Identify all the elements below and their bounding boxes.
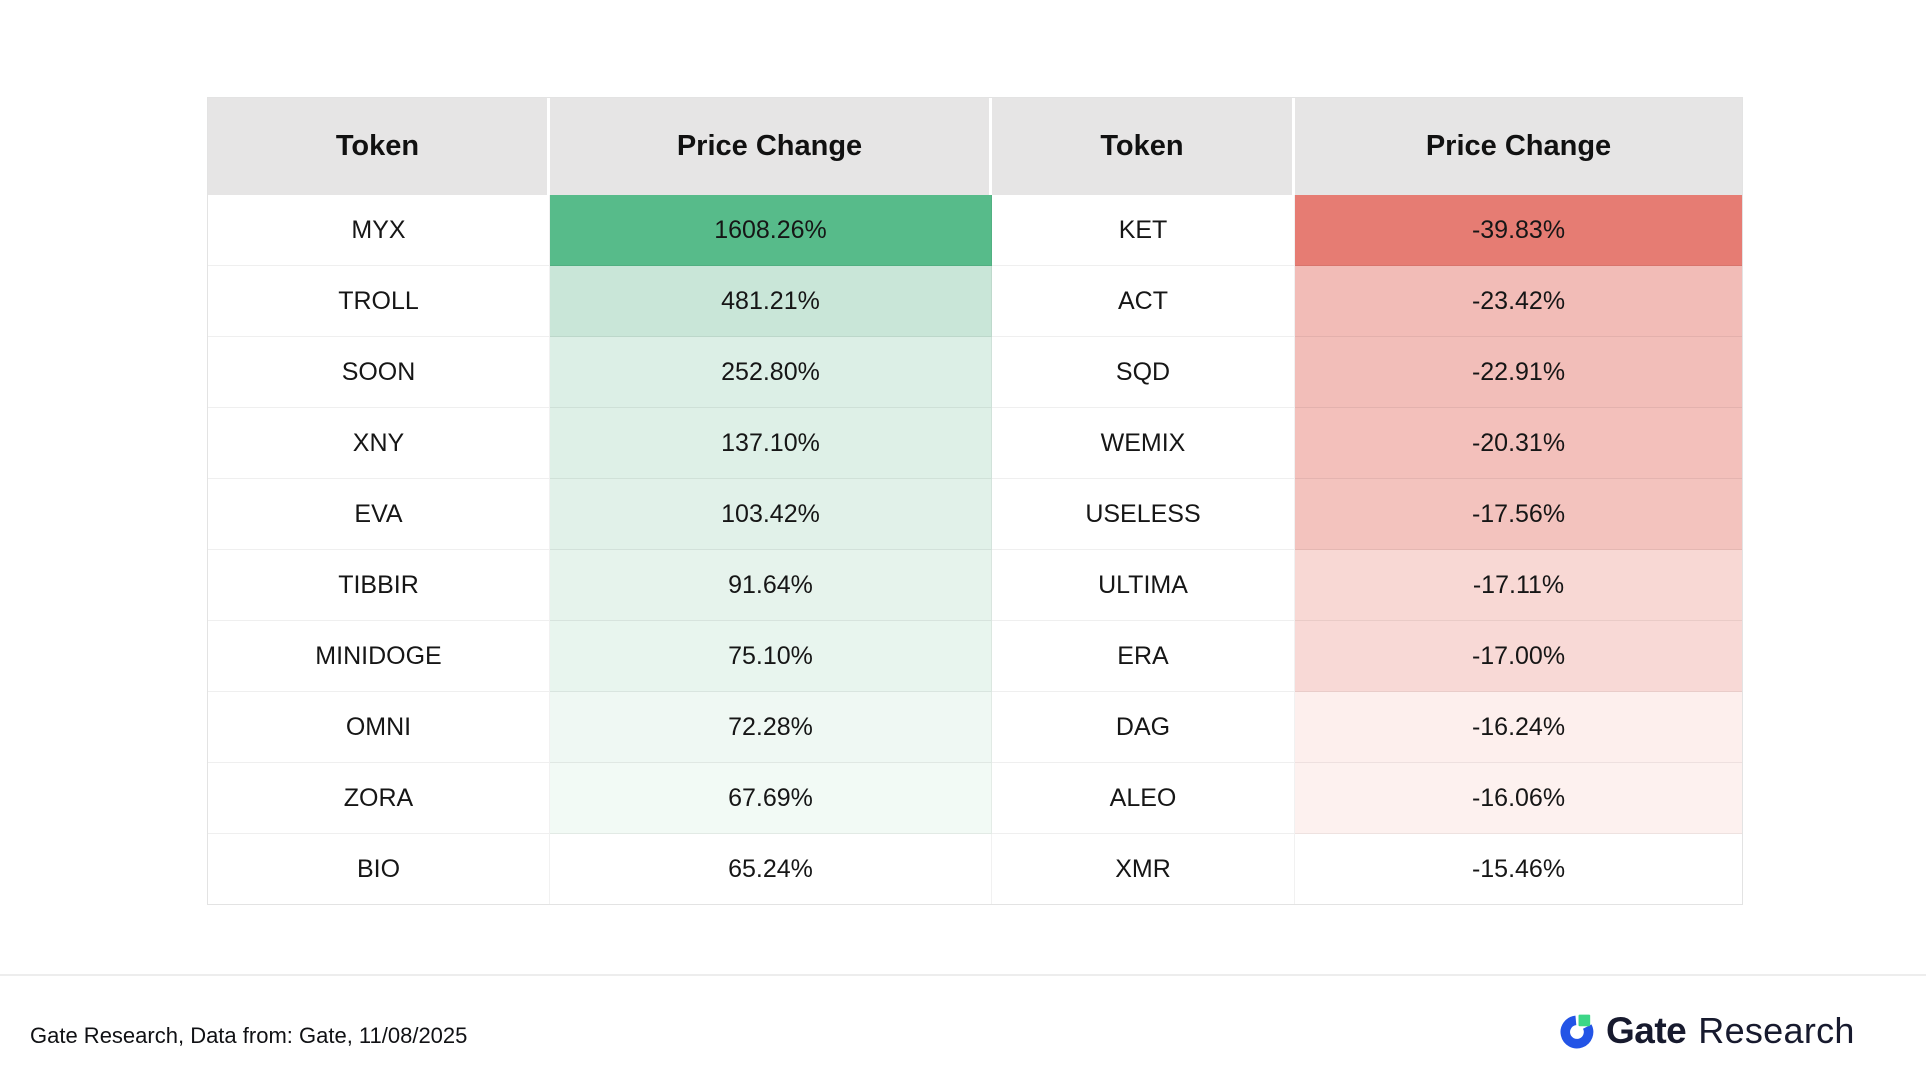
loser-token-cell: DAG (992, 692, 1295, 763)
gainer-change-cell: 1608.26% (550, 195, 992, 266)
loser-change-cell: -17.11% (1295, 550, 1742, 621)
loser-change-cell: -39.83% (1295, 195, 1742, 266)
gainer-token-cell: OMNI (208, 692, 550, 763)
loser-change-cell: -23.42% (1295, 266, 1742, 337)
logo-suffix-text: Research (1698, 1010, 1855, 1051)
loser-change-cell: -17.00% (1295, 621, 1742, 692)
gate-logo-square (1578, 1014, 1591, 1027)
footer-divider (0, 974, 1926, 976)
table-row: BIO 65.24% XMR -15.46% (208, 834, 1742, 904)
loser-token-cell: SQD (992, 337, 1295, 408)
loser-change-cell: -22.91% (1295, 337, 1742, 408)
gate-logo-icon (1560, 1014, 1594, 1049)
header-row: Token Price Change Token Price Change (208, 98, 1742, 195)
loser-token-cell: ACT (992, 266, 1295, 337)
price-change-table-wrap: Token Price Change Token Price Change MY… (207, 97, 1743, 905)
loser-token-cell: KET (992, 195, 1295, 266)
gainer-change-cell: 67.69% (550, 763, 992, 834)
header-gainer-price-change: Price Change (550, 98, 992, 195)
gainer-token-cell: TROLL (208, 266, 550, 337)
table-row: OMNI 72.28% DAG -16.24% (208, 692, 1742, 763)
table-row: MINIDOGE 75.10% ERA -17.00% (208, 621, 1742, 692)
loser-change-cell: -16.24% (1295, 692, 1742, 763)
table-row: XNY 137.10% WEMIX -20.31% (208, 408, 1742, 479)
source-note: Gate Research, Data from: Gate, 11/08/20… (30, 1023, 468, 1048)
gainer-token-cell: MYX (208, 195, 550, 266)
gainer-token-cell: EVA (208, 479, 550, 550)
loser-change-cell: -20.31% (1295, 408, 1742, 479)
gainer-change-cell: 75.10% (550, 621, 992, 692)
table-row: SOON 252.80% SQD -22.91% (208, 337, 1742, 408)
gainer-token-cell: TIBBIR (208, 550, 550, 621)
gainer-token-cell: MINIDOGE (208, 621, 550, 692)
logo-brand-text: Gate (1606, 1010, 1687, 1051)
header-loser-price-change: Price Change (1295, 98, 1742, 195)
loser-token-cell: ERA (992, 621, 1295, 692)
table-row: EVA 103.42% USELESS -17.56% (208, 479, 1742, 550)
gainer-token-cell: SOON (208, 337, 550, 408)
table-row: MYX 1608.26% KET -39.83% (208, 195, 1742, 266)
gate-logo-ring (1560, 1015, 1594, 1049)
gainer-change-cell: 137.10% (550, 408, 992, 479)
gate-research-logo: Gate Research (1560, 1006, 1855, 1056)
table-body: MYX 1608.26% KET -39.83% TROLL 481.21% ACT -23.… (208, 195, 1742, 904)
gainer-change-cell: 481.21% (550, 266, 992, 337)
loser-token-cell: ULTIMA (992, 550, 1295, 621)
gainer-token-cell: XNY (208, 408, 550, 479)
header-gainer-token: Token (208, 98, 550, 195)
gainer-token-cell: BIO (208, 834, 550, 904)
loser-token-cell: XMR (992, 834, 1295, 904)
loser-token-cell: WEMIX (992, 408, 1295, 479)
table-row: TROLL 481.21% ACT -23.42% (208, 266, 1742, 337)
loser-change-cell: -16.06% (1295, 763, 1742, 834)
header-loser-token: Token (992, 98, 1295, 195)
table-header: Token Price Change Token Price Change (208, 98, 1742, 195)
gainer-change-cell: 65.24% (550, 834, 992, 904)
table-row: TIBBIR 91.64% ULTIMA -17.11% (208, 550, 1742, 621)
gainer-token-cell: ZORA (208, 763, 550, 834)
gainer-change-cell: 72.28% (550, 692, 992, 763)
gainer-change-cell: 91.64% (550, 550, 992, 621)
table-row: ZORA 67.69% ALEO -16.06% (208, 763, 1742, 834)
loser-token-cell: USELESS (992, 479, 1295, 550)
gainer-change-cell: 103.42% (550, 479, 992, 550)
gainer-change-cell: 252.80% (550, 337, 992, 408)
loser-change-cell: -15.46% (1295, 834, 1742, 904)
loser-change-cell: -17.56% (1295, 479, 1742, 550)
price-change-table: Token Price Change Token Price Change MY… (207, 97, 1743, 905)
loser-token-cell: ALEO (992, 763, 1295, 834)
